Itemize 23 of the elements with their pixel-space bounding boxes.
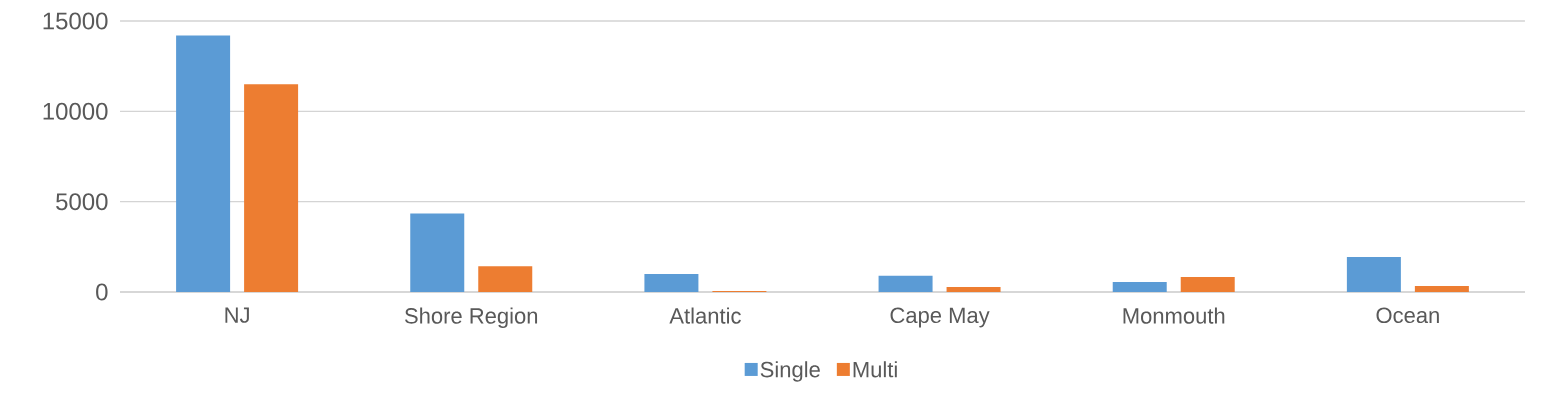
- bar: [176, 35, 231, 292]
- x-tick-label: Monmouth: [1123, 307, 1225, 324]
- x-tick-label: Cape May: [890, 307, 990, 328]
- y-tick-label: 10000: [43, 102, 108, 120]
- bar: [410, 213, 465, 292]
- y-tick-label: 15000: [43, 12, 108, 30]
- legend-label: Multi: [853, 361, 897, 378]
- bar: [478, 266, 533, 292]
- x-tick-label: NJ: [225, 307, 249, 323]
- x-tick-label: Ocean: [1376, 307, 1439, 324]
- bar: [1112, 282, 1167, 292]
- y-tick-label: 0: [96, 283, 108, 301]
- y-tick-label: 5000: [56, 193, 108, 211]
- x-tick-label: Shore Region: [404, 307, 538, 329]
- bar: [1180, 276, 1235, 292]
- bar: [946, 286, 1001, 292]
- x-tick-label: Atlantic: [669, 307, 741, 324]
- bar: [644, 273, 699, 292]
- bar: [878, 275, 933, 292]
- bar: [1346, 257, 1401, 292]
- bar: [244, 84, 299, 292]
- bar: [1414, 286, 1469, 292]
- legend-label: Single: [760, 361, 820, 382]
